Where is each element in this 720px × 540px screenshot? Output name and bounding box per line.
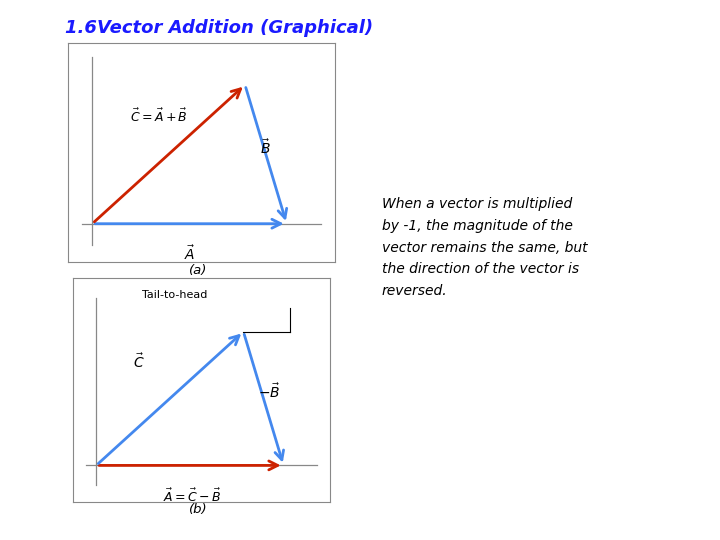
- Text: $-\vec{B}$: $-\vec{B}$: [258, 382, 280, 401]
- Text: Vector Addition (Graphical): Vector Addition (Graphical): [97, 19, 374, 37]
- Text: (b): (b): [189, 503, 207, 516]
- Text: $\vec{B}$: $\vec{B}$: [260, 138, 271, 157]
- Text: Tail-to-head: Tail-to-head: [142, 290, 207, 300]
- Text: When a vector is multiplied
by -1, the magnitude of the
vector remains the same,: When a vector is multiplied by -1, the m…: [382, 197, 588, 298]
- Text: $\vec{C} = \vec{A} + \vec{B}$: $\vec{C} = \vec{A} + \vec{B}$: [130, 107, 188, 125]
- Text: (a): (a): [189, 264, 207, 276]
- Text: $\vec{A}$: $\vec{A}$: [184, 245, 195, 263]
- Text: $\vec{C}$: $\vec{C}$: [133, 353, 145, 371]
- Text: $\vec{A} = \vec{C} - \vec{B}$: $\vec{A} = \vec{C} - \vec{B}$: [163, 488, 222, 505]
- Text: 1.6: 1.6: [65, 19, 109, 37]
